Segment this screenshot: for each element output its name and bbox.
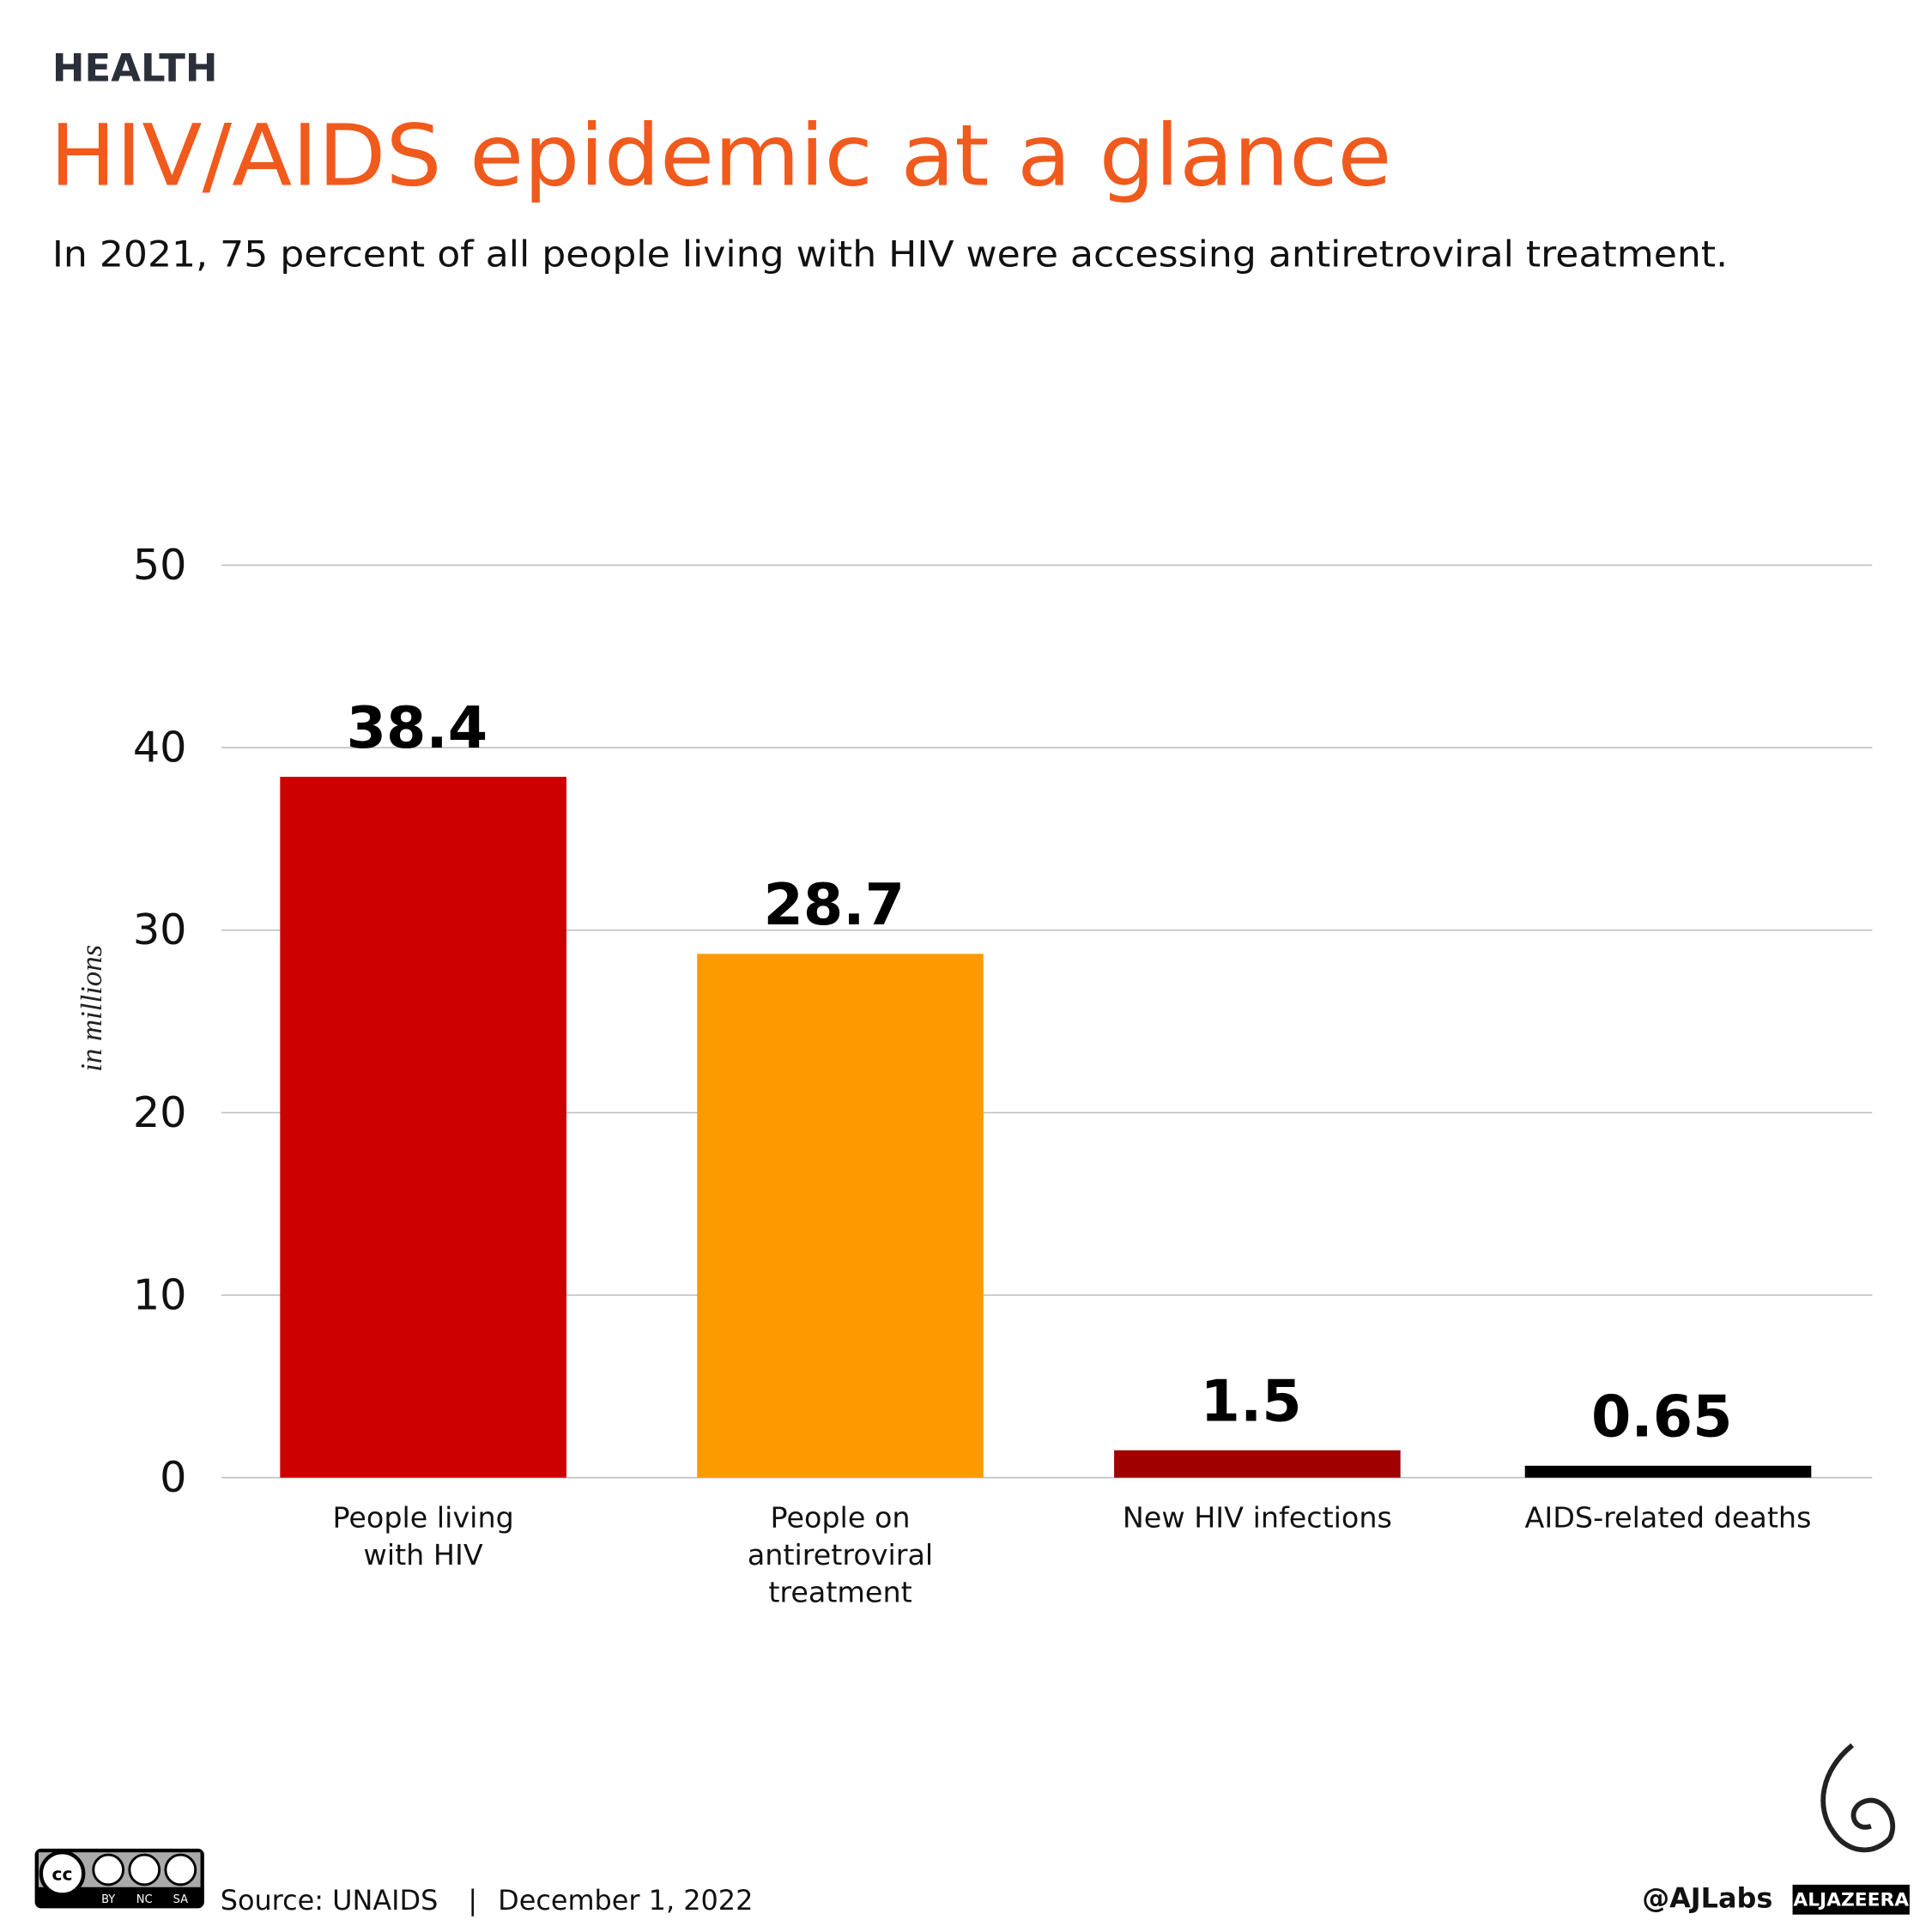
bar bbox=[1114, 1450, 1401, 1478]
y-tick-label: 30 bbox=[133, 905, 187, 954]
value-label: 28.7 bbox=[763, 871, 905, 938]
date: December 1, 2022 bbox=[498, 1884, 753, 1917]
chart-title: HIV/AIDS epidemic at a glance bbox=[50, 106, 1392, 205]
brand: ALJAZEERA bbox=[1793, 1890, 1909, 1911]
bar bbox=[697, 954, 984, 1478]
source: Source: UNAIDS bbox=[221, 1884, 439, 1917]
brand-logo: ALJAZEERA bbox=[1792, 1743, 1910, 1915]
credit: @AJLabs bbox=[1642, 1881, 1772, 1914]
license-item: SA bbox=[173, 1893, 189, 1906]
bar bbox=[280, 777, 566, 1478]
value-label: 1.5 bbox=[1201, 1368, 1302, 1435]
x-tick-label: New HIV infections bbox=[1122, 1502, 1392, 1535]
bar bbox=[1524, 1465, 1812, 1478]
y-tick-label: 50 bbox=[133, 540, 187, 590]
value-label: 38.4 bbox=[347, 694, 488, 761]
y-tick-label: 0 bbox=[160, 1452, 186, 1502]
subtitle: In 2021, 75 percent of all people living… bbox=[52, 233, 1728, 275]
license-item: NC bbox=[136, 1893, 153, 1906]
cc-badge: cc BY NC SA bbox=[34, 1848, 204, 1909]
y-tick-label: 10 bbox=[133, 1269, 187, 1319]
svg-text:cc: cc bbox=[51, 1863, 72, 1884]
separator: | bbox=[468, 1884, 477, 1917]
y-axis-label: in millions bbox=[75, 945, 108, 1072]
x-tick-label: AIDS-related deaths bbox=[1524, 1502, 1812, 1535]
y-tick-label: 20 bbox=[133, 1087, 187, 1137]
section-label: HEALTH bbox=[52, 45, 218, 91]
x-tick-label: People living with HIV bbox=[332, 1502, 514, 1572]
value-label: 0.65 bbox=[1591, 1384, 1733, 1451]
license-item: BY bbox=[101, 1893, 115, 1906]
y-tick-label: 40 bbox=[133, 722, 187, 772]
x-tick-label: People on antiretroviral treatment bbox=[747, 1502, 934, 1610]
